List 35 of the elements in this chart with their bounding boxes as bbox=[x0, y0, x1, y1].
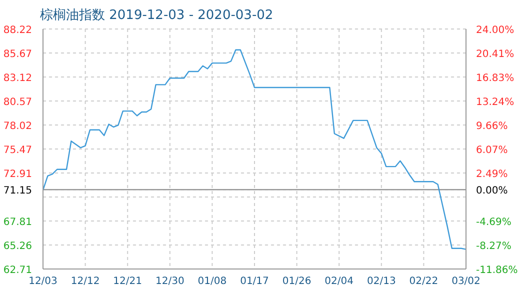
x-tick-label: 02/13 bbox=[366, 276, 396, 288]
y-tick-label: 85.67 bbox=[3, 48, 32, 60]
x-tick-label: 01/26 bbox=[282, 276, 312, 288]
y2-tick-label: 6.07% bbox=[476, 145, 508, 156]
x-tick-label: 02/04 bbox=[324, 276, 354, 288]
y-tick-label: 62.71 bbox=[3, 265, 32, 276]
line-series bbox=[43, 49, 466, 250]
y-tick-label: 80.57 bbox=[3, 96, 32, 108]
x-tick-label: 02/22 bbox=[409, 276, 438, 288]
y2-tick-label: -11.86% bbox=[476, 265, 518, 276]
y-tick-label: 67.81 bbox=[3, 217, 32, 228]
y2-tick-label: 16.83% bbox=[476, 72, 514, 84]
x-tick-label: 12/30 bbox=[155, 276, 184, 288]
y-tick-label: 65.26 bbox=[3, 241, 32, 252]
y-tick-label: 78.02 bbox=[3, 120, 32, 132]
y2-tick-label: 0.00% bbox=[476, 186, 508, 197]
y2-tick-label: 2.49% bbox=[476, 168, 508, 180]
x-tick-label: 01/08 bbox=[198, 276, 227, 288]
y2-tick-label: 24.00% bbox=[476, 25, 514, 36]
y-tick-label: 75.47 bbox=[3, 144, 32, 156]
y-tick-label: 71.15 bbox=[3, 186, 32, 197]
y2-tick-label: -4.69% bbox=[476, 217, 512, 228]
chart-title: 棕榈油指数 2019-12-03 - 2020-03-02 bbox=[40, 7, 274, 24]
x-tick-label: 12/03 bbox=[28, 276, 58, 288]
y2-tick-label: 9.66% bbox=[476, 120, 508, 132]
y-tick-label: 72.91 bbox=[3, 169, 32, 180]
x-tick-label: 12/12 bbox=[70, 276, 100, 288]
x-tick-label: 03/02 bbox=[452, 276, 480, 288]
x-tick-label: 12/21 bbox=[113, 276, 142, 288]
y2-tick-label: 20.41% bbox=[476, 49, 514, 60]
y-tick-label: 83.12 bbox=[3, 72, 32, 84]
y2-tick-label: -8.27% bbox=[476, 240, 512, 252]
x-tick-label: 01/17 bbox=[240, 276, 269, 288]
y2-tick-label: 13.24% bbox=[476, 97, 514, 108]
y-tick-label: 88.22 bbox=[3, 25, 32, 36]
